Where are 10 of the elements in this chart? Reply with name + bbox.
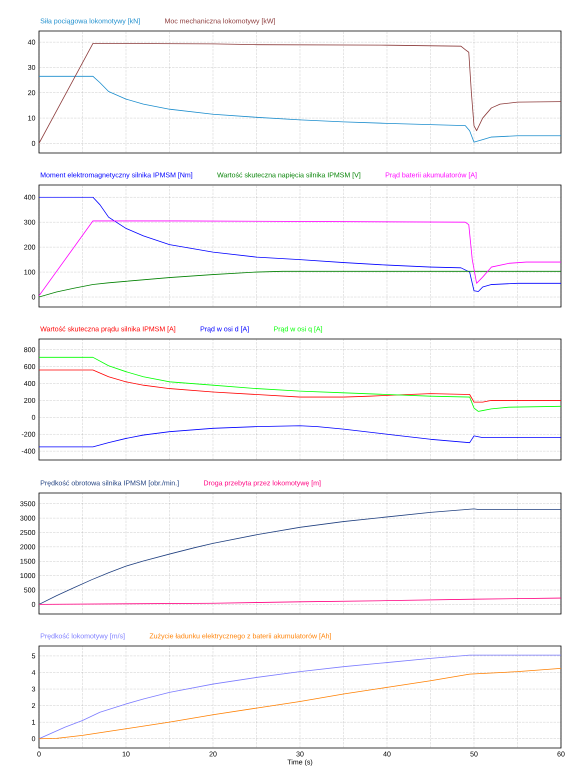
line-series (39, 270, 561, 298)
line-series (39, 668, 561, 740)
line-series (39, 370, 561, 403)
line-series (39, 598, 561, 605)
line-series (39, 356, 561, 412)
line-series (39, 76, 561, 143)
line-series (39, 508, 561, 605)
line-series (39, 220, 561, 296)
line-series (39, 425, 561, 448)
line-series (39, 196, 561, 292)
